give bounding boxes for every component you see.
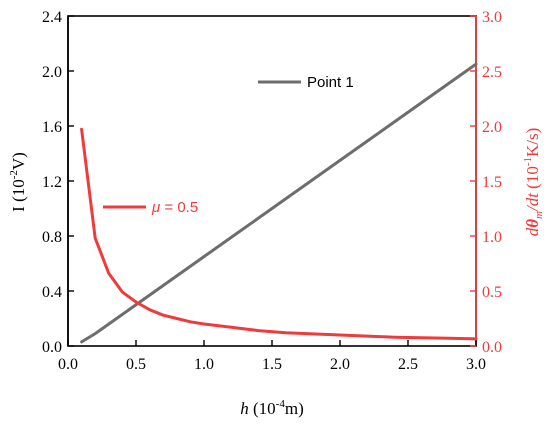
left-y-axis-title-text: I (10 (9, 179, 28, 212)
x-axis-title-tail: m) (285, 399, 304, 418)
right-y-tick-label: 1.5 (482, 174, 502, 191)
right-y-tick-label: 1.0 (482, 229, 502, 246)
right-y-tick-label: 0.0 (482, 339, 502, 356)
right-y-tick-label: 2.0 (482, 119, 502, 136)
x-tick-label: 0.5 (126, 356, 146, 373)
legend-label-mu: μ = 0.5 (151, 199, 198, 216)
left-y-tick-label: 0.0 (42, 339, 62, 356)
series-line-mu (80, 127, 478, 341)
x-axis-title-text: (10 (249, 399, 276, 418)
legend-mu: μ = 0.5 (103, 199, 198, 216)
left-y-axis-title-sup: -2 (8, 170, 20, 179)
series-line-point-1 (80, 62, 478, 344)
right-y-axis-title: dθm/dt (10-1K/s) (522, 128, 545, 237)
left-y-tick-label: 1.2 (42, 174, 62, 191)
right-y-axis-ticks: 0.0 0.5 1.0 1.5 2.0 2.5 3.0 (470, 9, 502, 356)
right-y-tick-label: 2.5 (482, 64, 502, 81)
left-y-tick-label: 2.4 (42, 9, 62, 26)
x-tick-label: 2.5 (398, 356, 418, 373)
left-y-axis-title-tail: V) (9, 152, 28, 170)
x-tick-label: 3.0 (466, 356, 486, 373)
x-axis-title-sup: -4 (276, 398, 286, 410)
right-y-axis-title-sup: -1 (522, 157, 534, 166)
right-y-axis-title-tail: K/s) (523, 128, 542, 157)
x-axis-ticks: 0.0 0.5 1.0 1.5 2.0 2.5 3.0 (58, 340, 486, 373)
left-y-tick-label: 1.6 (42, 119, 62, 136)
right-y-axis-title-text: (10 (523, 166, 542, 193)
x-axis-title: h (10-4m) (240, 398, 303, 418)
legend-label-mu-value: = 0.5 (160, 199, 198, 216)
legend-point-1: Point 1 (258, 74, 354, 91)
right-y-axis-title-theta: θ (523, 219, 542, 228)
x-tick-label: 1.5 (262, 356, 282, 373)
left-y-tick-label: 0.8 (42, 229, 62, 246)
left-y-axis-title: I (10-2V) (8, 152, 28, 212)
right-y-axis-title-d: d (523, 227, 542, 236)
right-y-axis-title-sub: m (533, 211, 545, 219)
right-y-tick-label: 0.5 (482, 284, 502, 301)
legend-label-point-1: Point 1 (307, 74, 354, 91)
x-tick-label: 1.0 (194, 356, 214, 373)
x-tick-label: 0.0 (58, 356, 78, 373)
x-axis-title-var: h (240, 399, 249, 418)
left-y-tick-label: 2.0 (42, 64, 62, 81)
right-y-tick-label: 3.0 (482, 9, 502, 26)
left-y-tick-label: 0.4 (42, 284, 62, 301)
right-y-axis-title-dt: /dt (523, 192, 542, 212)
series-layer (80, 62, 478, 344)
left-y-axis-ticks: 0.0 0.4 0.8 1.2 1.6 2.0 2.4 (42, 9, 74, 356)
legend-label-mu-symbol: μ (151, 199, 160, 216)
x-tick-label: 2.0 (330, 356, 350, 373)
